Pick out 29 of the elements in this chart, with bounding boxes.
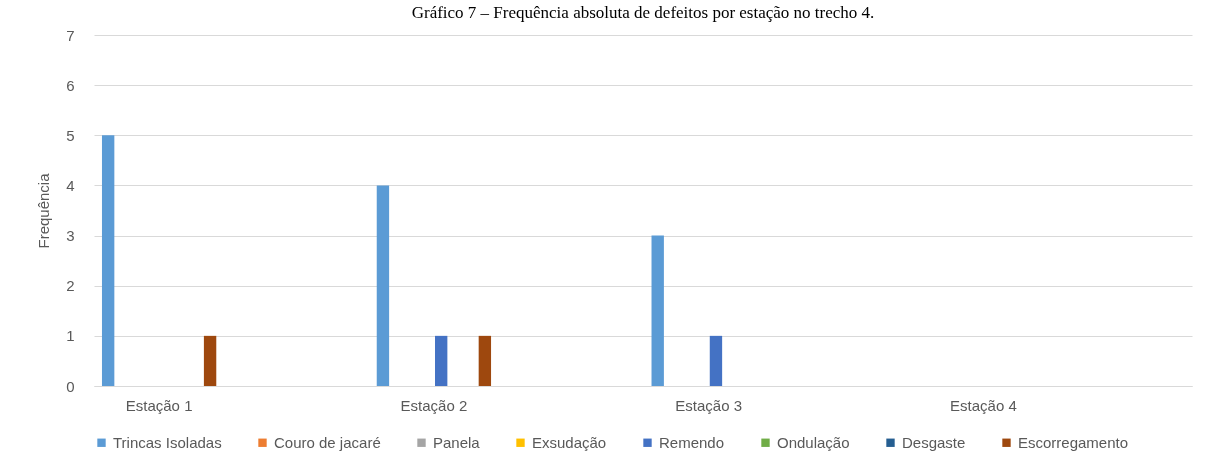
legend-label: Desgaste (902, 433, 966, 451)
y-tick-label: 6 (66, 76, 75, 94)
x-tick-label: Estação 1 (125, 396, 193, 414)
legend-label: Ondulação (777, 433, 850, 451)
x-tick-label: Estação 2 (400, 396, 468, 414)
y-tick-label: 3 (66, 227, 75, 245)
bar (651, 235, 664, 386)
y-tick-label: 5 (66, 126, 75, 144)
legend-label: Remendo (659, 433, 725, 451)
x-tick-label: Estação 4 (950, 396, 1017, 414)
chart-title: Gráfico 7 – Frequência absoluta de defeitos por estação no trecho 4. (411, 3, 875, 22)
bar (203, 335, 217, 386)
legend-label: Couro de jacaré (274, 433, 381, 451)
legend-label: Exsudação (532, 433, 607, 451)
y-tick-label: 0 (66, 377, 75, 395)
y-tick-label: 2 (66, 277, 75, 295)
y-tick-label: 4 (66, 176, 75, 194)
bar (376, 185, 390, 386)
bar (101, 135, 115, 386)
y-tick-label: 7 (66, 26, 75, 44)
bar (709, 335, 723, 386)
y-tick-label: 1 (66, 327, 75, 345)
y-axis-title: Frequência (35, 172, 53, 249)
bar (434, 335, 448, 386)
x-tick-label: Estação 3 (675, 396, 743, 414)
legend-label: Trincas Isoladas (113, 433, 222, 451)
legend-label: Escorregamento (1018, 433, 1129, 451)
bar (478, 335, 492, 386)
legend-label: Panela (433, 433, 481, 451)
